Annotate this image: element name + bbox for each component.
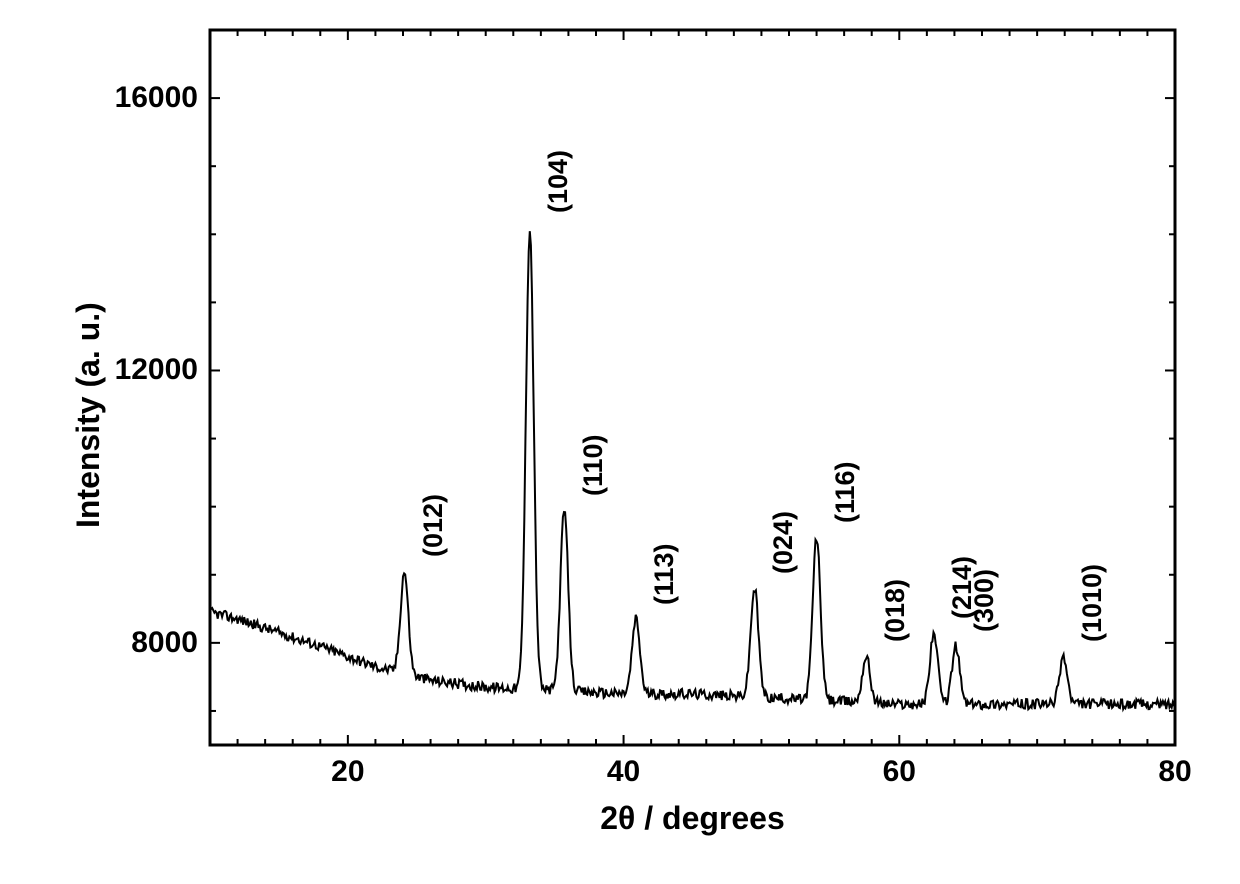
peak-label: (116) <box>830 462 861 524</box>
xrd-plot <box>0 0 1240 884</box>
peak-label: (110) <box>578 435 609 497</box>
peak-label: (104) <box>543 150 574 213</box>
y-tick-label: 12000 <box>115 353 198 387</box>
y-tick-label: 16000 <box>115 81 198 115</box>
y-axis-label: Intensity (a. u.) <box>70 302 107 528</box>
xrd-figure: Intensity (a. u.) 2θ / degrees 20 40 60 80 8… <box>0 0 1240 884</box>
y-tick-label: 8000 <box>131 626 198 660</box>
peak-label: (018) <box>880 579 911 642</box>
x-tick-label: 40 <box>607 755 640 789</box>
peak-label: (113) <box>649 543 680 605</box>
peak-label: (1010) <box>1077 564 1108 642</box>
x-tick-label: 20 <box>331 755 364 789</box>
x-tick-label: 80 <box>1158 755 1191 789</box>
x-tick-label: 60 <box>883 755 916 789</box>
peak-label: (012) <box>418 494 449 557</box>
peak-label: (300) <box>969 569 1000 632</box>
peak-label: (024) <box>768 511 799 574</box>
x-axis-label: 2θ / degrees <box>600 800 785 837</box>
